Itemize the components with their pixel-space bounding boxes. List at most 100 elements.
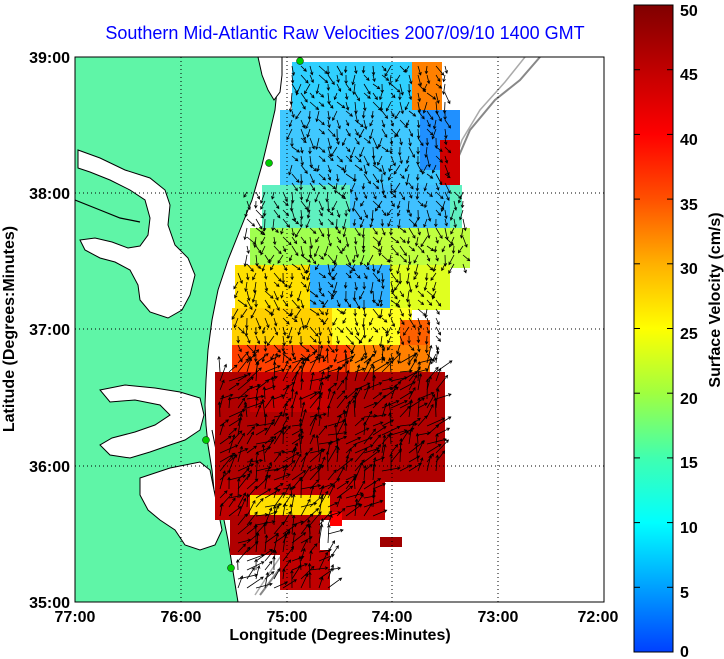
velocity-arrow — [309, 511, 322, 526]
velocity-arrow — [435, 326, 442, 336]
velocity-arrow — [299, 173, 304, 185]
velocity-arrow — [304, 83, 311, 95]
velocity-arrow — [416, 128, 421, 140]
velocity-arrow — [435, 427, 451, 436]
x-tick-label: 77:00 — [55, 609, 96, 626]
velocity-arrow — [408, 182, 414, 190]
velocity-arrow — [318, 353, 325, 359]
velocity-arrow — [349, 263, 356, 275]
velocity-arrow — [444, 182, 451, 195]
velocity-arrow — [260, 200, 266, 210]
velocity-arrow — [282, 402, 288, 418]
x-tick-label: 72:00 — [578, 609, 619, 626]
velocity-arrow — [237, 492, 246, 508]
velocity-arrow — [372, 413, 387, 418]
velocity-arrow — [394, 110, 401, 120]
velocity-arrow — [443, 254, 448, 267]
velocity-arrow — [408, 128, 413, 138]
velocity-arrow — [417, 402, 428, 409]
velocity-arrow — [345, 263, 356, 272]
velocity-arrow — [396, 263, 401, 275]
velocity-arrow — [227, 396, 232, 409]
velocity-arrow — [426, 209, 432, 222]
velocity-arrow — [444, 128, 448, 139]
velocity-arrow — [404, 65, 410, 73]
colorbar: 0 5 10 15 20 25 30 35 40 45 50 Surface V… — [633, 3, 724, 659]
velocity-arrow — [318, 510, 333, 526]
velocity-arrow — [260, 227, 266, 235]
velocity-arrow — [406, 263, 410, 272]
velocity-arrow — [386, 209, 392, 217]
velocity-arrow — [399, 236, 406, 244]
velocity-arrow — [291, 146, 301, 153]
velocity-arrow — [325, 308, 329, 316]
velocity-arrow — [390, 384, 398, 400]
velocity-arrow — [426, 245, 435, 252]
velocity-arrow — [345, 502, 362, 508]
velocity-arrow — [353, 236, 358, 245]
velocity-arrow — [435, 439, 449, 454]
velocity-arrow — [444, 65, 448, 75]
velocity-arrow — [432, 119, 437, 130]
velocity-arrow — [327, 524, 331, 544]
velocity-arrow — [332, 110, 338, 122]
velocity-arrow — [309, 412, 327, 418]
velocity-arrow — [372, 92, 378, 101]
velocity-arrow — [354, 299, 361, 310]
velocity-arrow — [240, 308, 248, 319]
velocity-arrow — [345, 395, 356, 409]
velocity-arrow — [390, 444, 399, 454]
map-title: Southern Mid-Atlantic Raw Velocities 200… — [105, 23, 585, 43]
velocity-arrow — [327, 155, 334, 162]
velocity-arrow — [309, 137, 315, 150]
velocity-arrow — [372, 74, 376, 83]
velocity-arrow — [305, 317, 311, 329]
velocity-arrow — [405, 155, 410, 165]
velocity-arrow — [291, 357, 304, 373]
velocity-arrow — [300, 465, 311, 481]
velocity-arrow — [294, 308, 302, 319]
velocity-arrow — [255, 227, 266, 236]
velocity-arrow — [415, 182, 420, 192]
velocity-arrow — [300, 447, 313, 463]
velocity-arrow — [318, 326, 322, 337]
velocity-arrow — [408, 227, 416, 239]
velocity-arrow — [390, 272, 399, 283]
velocity-arrow — [336, 458, 354, 472]
velocity-arrow — [426, 326, 430, 335]
velocity-arrow — [426, 424, 440, 436]
velocity-arrow — [408, 146, 415, 159]
velocity-arrow — [270, 376, 275, 391]
velocity-arrow — [336, 245, 343, 255]
velocity-arrow — [359, 218, 365, 229]
velocity-arrow — [378, 245, 383, 257]
velocity-arrow — [424, 200, 428, 209]
velocity-arrow — [416, 146, 420, 155]
velocity-arrow — [426, 299, 433, 306]
velocity-arrow — [246, 200, 251, 211]
velocity-arrow — [327, 577, 343, 589]
velocity-arrow — [300, 65, 307, 72]
velocity-arrow — [318, 272, 327, 279]
velocity-arrow — [300, 538, 308, 553]
velocity-arrow — [369, 281, 374, 295]
velocity-arrow — [291, 470, 307, 481]
velocity-arrow — [453, 200, 458, 211]
velocity-arrow — [345, 110, 354, 117]
velocity-arrow — [300, 74, 309, 84]
velocity-arrow — [435, 299, 442, 307]
velocity-arrow — [344, 290, 348, 303]
velocity-arrow — [345, 504, 363, 517]
velocity-arrow — [237, 467, 250, 481]
velocity-arrow — [380, 218, 385, 227]
velocity-arrow — [377, 137, 383, 148]
velocity-arrow — [372, 480, 377, 499]
velocity-arrow — [343, 421, 348, 436]
velocity-arrow — [430, 272, 437, 281]
velocity-arrow — [363, 502, 373, 517]
velocity-arrow — [354, 245, 359, 259]
velocity-arrow — [318, 146, 326, 153]
velocity-arrow — [282, 245, 287, 253]
velocity-arrow — [251, 290, 257, 303]
velocity-arrow — [395, 74, 401, 83]
